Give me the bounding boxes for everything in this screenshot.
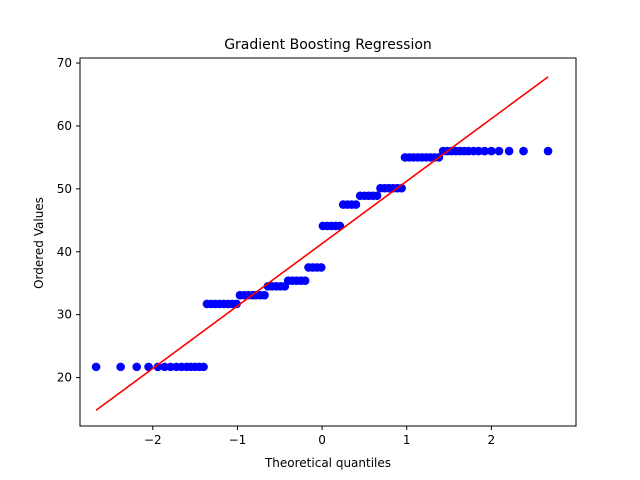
data-point	[91, 362, 101, 372]
data-point	[166, 362, 175, 372]
data-point	[487, 146, 496, 156]
data-point	[474, 146, 483, 156]
data-point	[232, 299, 241, 309]
data-point	[316, 263, 326, 272]
y-tick-label: 60	[57, 119, 72, 133]
y-tick-label: 50	[57, 182, 72, 196]
x-tick-label: 0	[318, 433, 326, 447]
chart-title: Gradient Boosting Regression	[224, 37, 432, 53]
data-point	[300, 276, 310, 285]
plot-frame	[79, 57, 577, 427]
fit-line	[95, 76, 549, 411]
data-point	[494, 146, 504, 156]
data-point	[116, 362, 125, 372]
data-point	[160, 362, 169, 372]
y-axis-label: Ordered Values	[32, 197, 46, 289]
plot-area: −2 −1 0 1 2 20 30 40 50 60 70	[57, 56, 577, 447]
x-axis-label: Theoretical quantiles	[264, 456, 391, 470]
data-point	[260, 290, 269, 300]
y-tick-label: 20	[57, 371, 72, 385]
data-point	[372, 191, 382, 201]
x-tick-label: −2	[144, 433, 162, 447]
y-tick-label: 30	[57, 308, 72, 322]
x-tick-label: 1	[403, 433, 411, 447]
x-tick-label: 2	[488, 433, 496, 447]
data-point	[543, 146, 553, 156]
data-point	[480, 146, 489, 156]
data-point	[132, 362, 142, 372]
data-point	[153, 362, 163, 372]
data-point	[351, 200, 361, 209]
data-point	[504, 146, 514, 156]
data-point	[519, 146, 528, 156]
y-tick-label: 70	[57, 56, 72, 70]
x-tick-label: −1	[229, 433, 247, 447]
y-tick-label: 40	[57, 245, 72, 259]
data-point	[199, 362, 208, 372]
